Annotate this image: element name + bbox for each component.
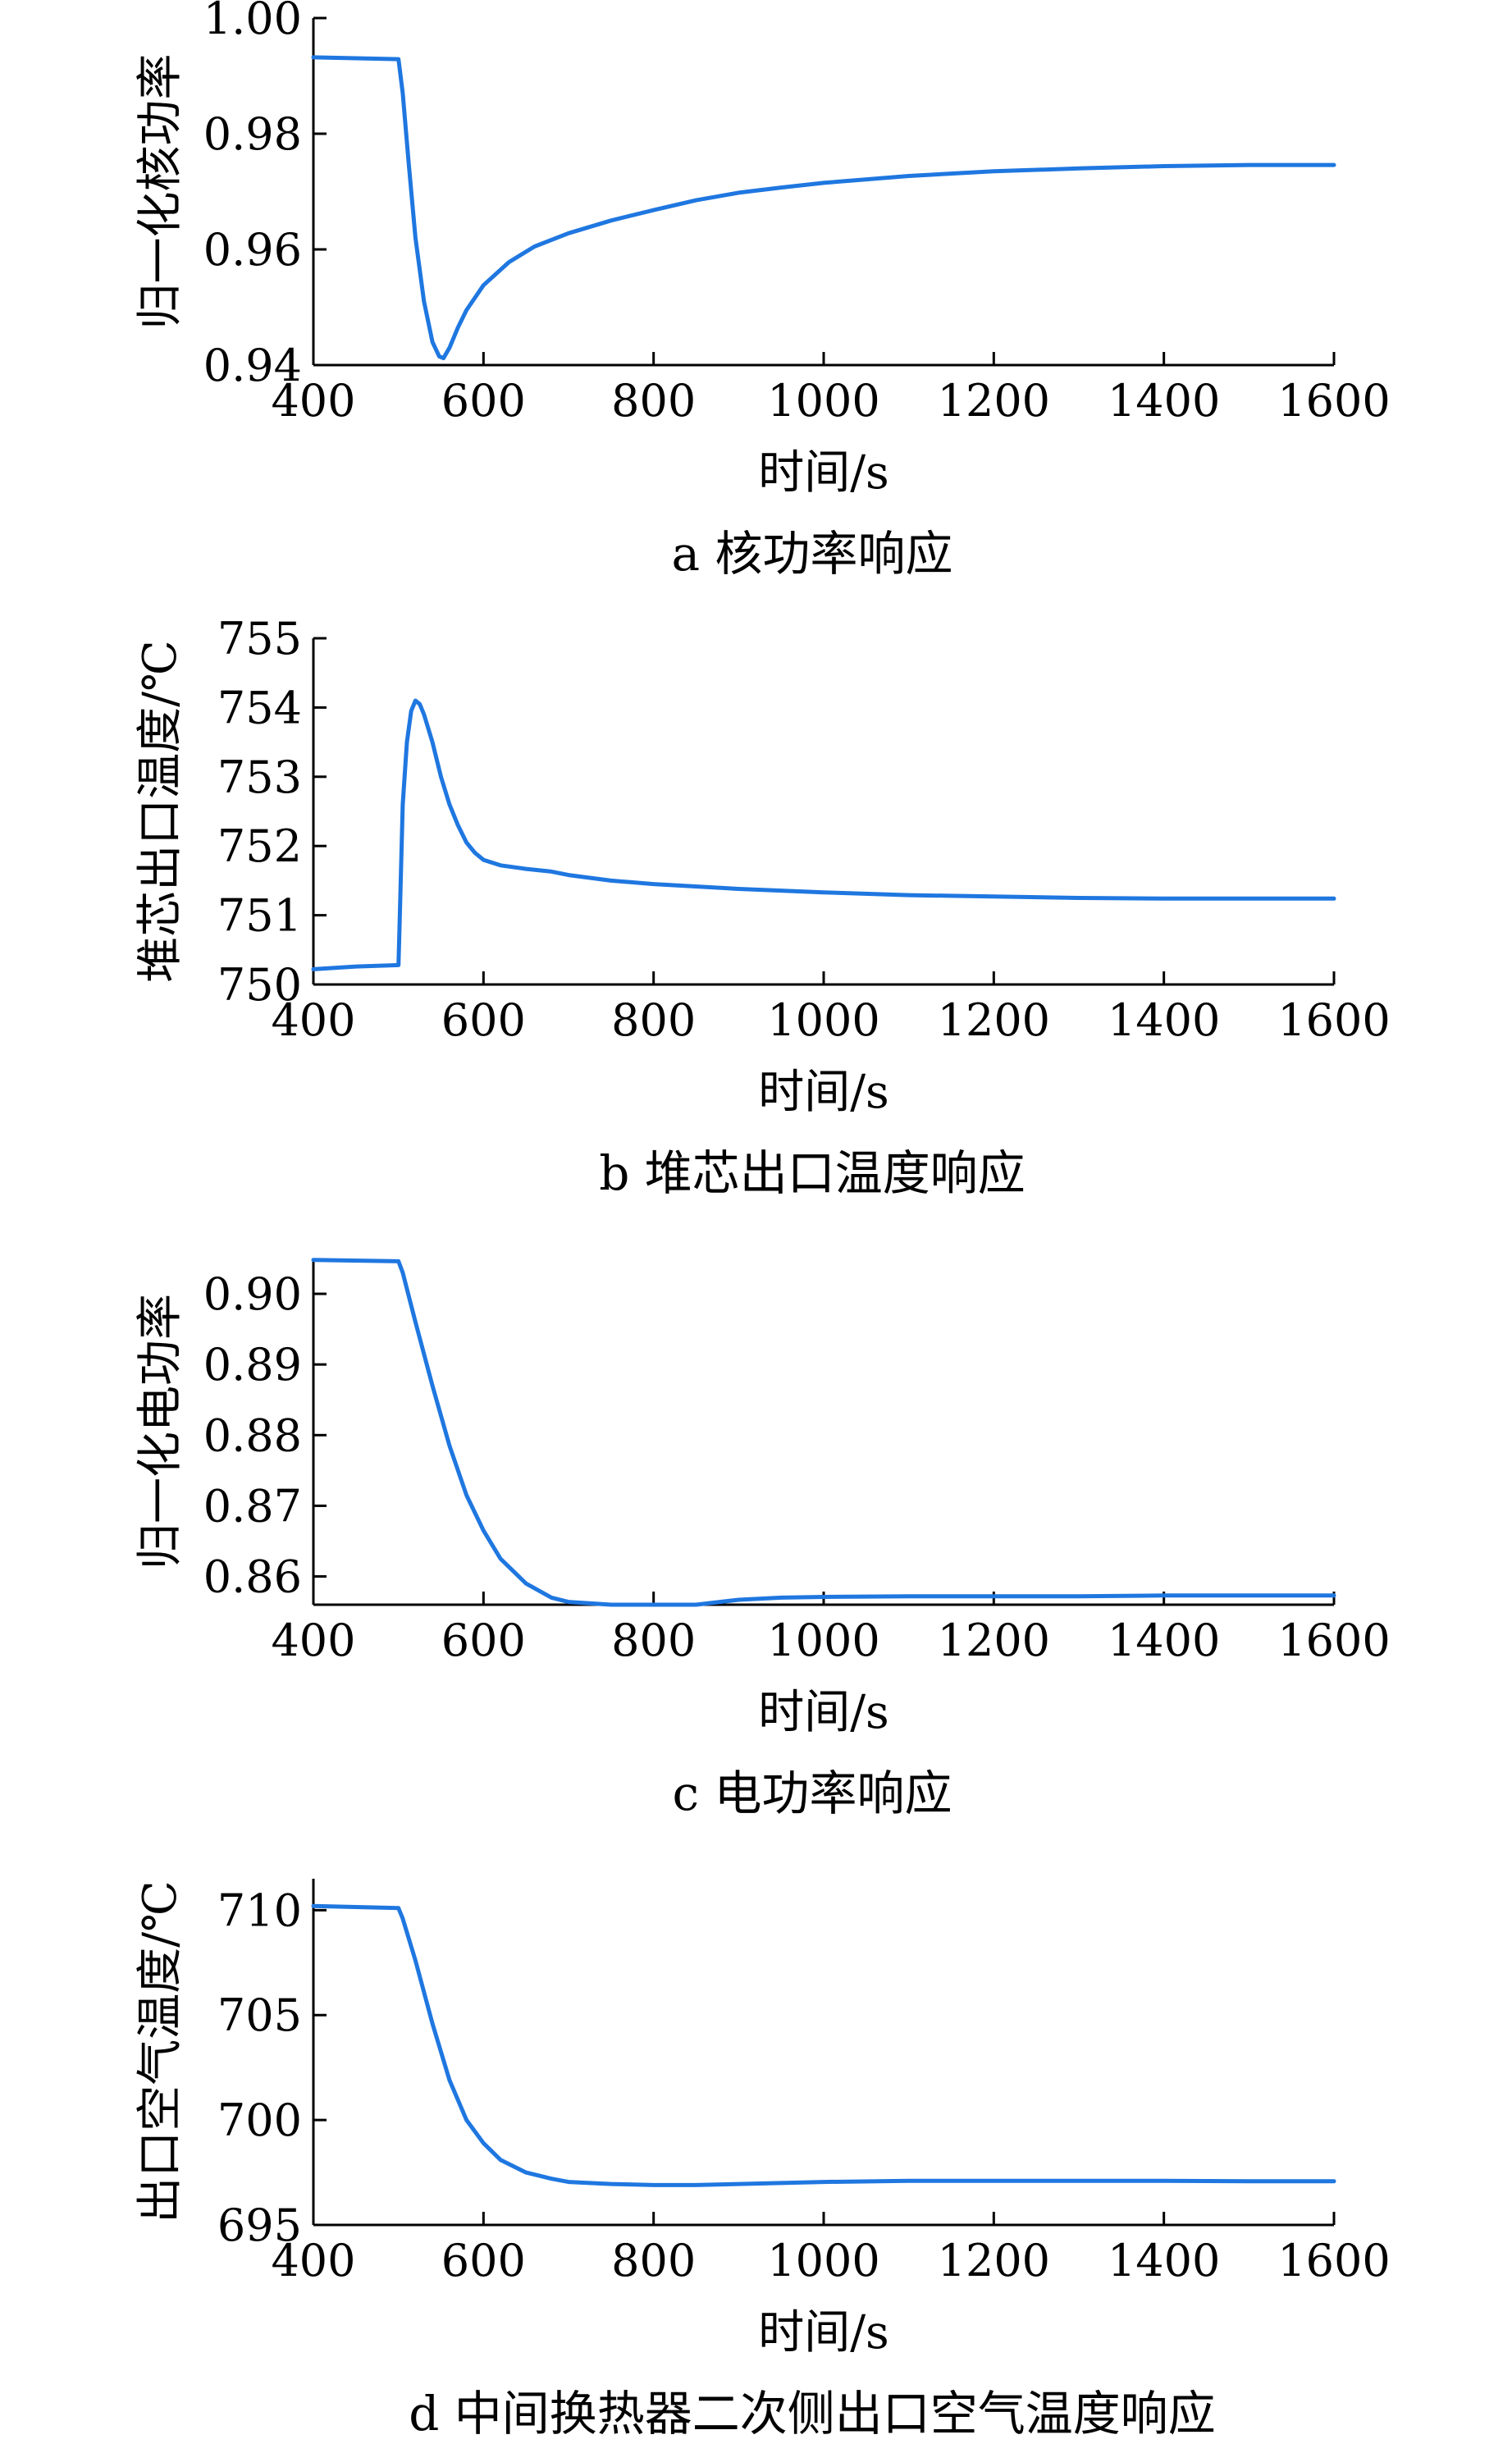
x-tick-label: 600	[441, 1615, 526, 1666]
y-tick-label: 0.98	[203, 108, 302, 160]
x-axis-title: 时间/s	[758, 1686, 889, 1739]
x-axis-title: 时间/s	[758, 446, 889, 500]
x-tick-label: 1000	[767, 994, 879, 1046]
y-tick-label: 0.88	[203, 1409, 302, 1461]
y-tick-label: 752	[217, 820, 302, 872]
x-tick-label: 1400	[1108, 2235, 1220, 2286]
x-tick-label: 800	[611, 375, 696, 427]
x-tick-label: 1200	[938, 994, 1050, 1046]
chart-caption: c 电功率响应	[673, 1766, 952, 1821]
x-axis-title: 时间/s	[758, 1066, 889, 1119]
y-tick-label: 754	[217, 682, 302, 733]
y-tick-label: 753	[217, 751, 302, 803]
chart-caption: b 堆芯出口温度响应	[599, 1145, 1026, 1201]
y-tick-label: 700	[217, 2094, 302, 2146]
x-tick-label: 800	[611, 1615, 696, 1666]
series-line-1	[311, 1258, 1336, 1607]
y-tick-label: 750	[217, 959, 302, 1011]
series-line-1	[311, 698, 1336, 971]
x-tick-label: 1600	[1277, 1615, 1390, 1666]
y-tick-label: 755	[217, 613, 302, 665]
x-tick-label: 600	[441, 994, 526, 1046]
y-tick-label: 695	[217, 2199, 302, 2251]
x-tick-label: 400	[271, 375, 355, 427]
y-tick-label: 0.90	[203, 1268, 302, 1320]
x-tick-label: 800	[611, 994, 696, 1046]
chart-caption: a 核功率响应	[671, 526, 952, 582]
y-tick-label: 0.86	[203, 1551, 302, 1603]
x-tick-label: 400	[271, 994, 355, 1046]
x-tick-label: 1400	[1108, 994, 1220, 1046]
y-tick-label: 0.94	[203, 340, 302, 391]
y-tick-label: 0.89	[203, 1339, 302, 1391]
x-axis-title: 时间/s	[758, 2306, 889, 2359]
chart-panel-1: 400 600 800 1000 1200 1400 1600 0.94 0.96 0.98 1.0…	[134, 0, 1391, 582]
x-tick-label: 600	[441, 375, 526, 427]
y-tick-label: 705	[217, 1989, 302, 2041]
x-tick-label: 1600	[1277, 375, 1390, 427]
y-axis-title: 归一化电功率	[134, 1294, 187, 1569]
y-tick-label: 0.87	[203, 1480, 302, 1532]
y-axis-title: 堆芯出口温度/℃	[134, 640, 187, 983]
x-tick-label: 600	[441, 2235, 526, 2286]
x-tick-label: 1000	[767, 2235, 879, 2286]
chart-panel-3: 400 600 800 1000 1200 1400 1600 0.86 0.87 0.88 0.8…	[134, 1258, 1391, 1821]
x-tick-label: 1200	[938, 375, 1050, 427]
y-axis-title: 出口空气温度/℃	[134, 1880, 187, 2223]
x-tick-label: 400	[271, 1615, 355, 1666]
x-tick-label: 800	[611, 2235, 696, 2286]
x-tick-label: 1000	[767, 1615, 879, 1666]
x-tick-label: 1600	[1277, 2235, 1390, 2286]
x-tick-label: 1200	[938, 1615, 1050, 1666]
y-tick-label: 1.00	[203, 0, 302, 44]
x-tick-label: 1400	[1108, 1615, 1220, 1666]
chart-panel-2: 400 600 800 1000 1200 1400 1600 750 751 752 753 754…	[134, 613, 1391, 1201]
x-tick-label: 400	[271, 2235, 355, 2286]
y-tick-label: 751	[217, 890, 302, 942]
chart-panel-4: 400 600 800 1000 1200 1400 1600 695 700 705 710 出口空…	[134, 1879, 1391, 2442]
x-tick-label: 1200	[938, 2235, 1050, 2286]
chart-caption: d 中间换热器二次侧出口空气温度响应	[409, 2386, 1216, 2442]
x-tick-label: 1400	[1108, 375, 1220, 427]
y-tick-label: 0.96	[203, 224, 302, 276]
y-tick-label: 710	[217, 1884, 302, 1936]
series-line-1	[311, 1903, 1336, 2187]
x-tick-label: 1600	[1277, 994, 1390, 1046]
x-tick-label: 1000	[767, 375, 879, 427]
series-line-1	[311, 55, 1336, 360]
y-axis-title: 归一化核功率	[134, 54, 187, 330]
